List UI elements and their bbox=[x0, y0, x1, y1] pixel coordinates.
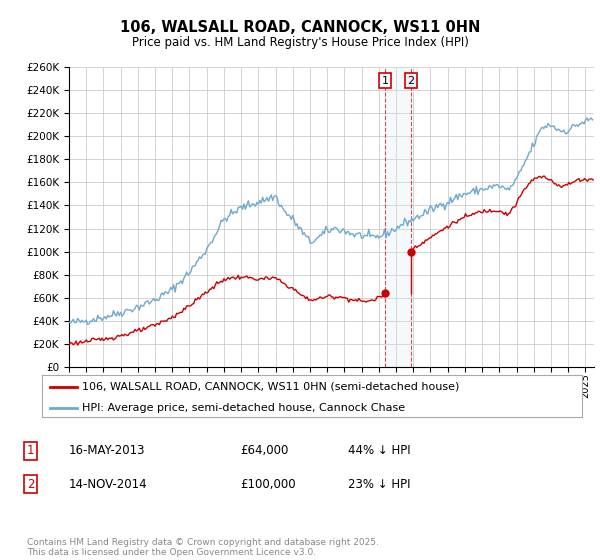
Text: 14-NOV-2014: 14-NOV-2014 bbox=[69, 478, 148, 491]
Text: 16-MAY-2013: 16-MAY-2013 bbox=[69, 444, 146, 458]
Text: 1: 1 bbox=[382, 76, 389, 86]
Text: 44% ↓ HPI: 44% ↓ HPI bbox=[348, 444, 410, 458]
Text: 106, WALSALL ROAD, CANNOCK, WS11 0HN (semi-detached house): 106, WALSALL ROAD, CANNOCK, WS11 0HN (se… bbox=[83, 382, 460, 392]
Text: £100,000: £100,000 bbox=[240, 478, 296, 491]
Text: Price paid vs. HM Land Registry's House Price Index (HPI): Price paid vs. HM Land Registry's House … bbox=[131, 36, 469, 49]
Text: 106, WALSALL ROAD, CANNOCK, WS11 0HN: 106, WALSALL ROAD, CANNOCK, WS11 0HN bbox=[120, 20, 480, 35]
Text: Contains HM Land Registry data © Crown copyright and database right 2025.
This d: Contains HM Land Registry data © Crown c… bbox=[27, 538, 379, 557]
Text: 2: 2 bbox=[407, 76, 415, 86]
Text: HPI: Average price, semi-detached house, Cannock Chase: HPI: Average price, semi-detached house,… bbox=[83, 403, 406, 413]
Bar bbox=[385, 67, 411, 367]
Text: £64,000: £64,000 bbox=[240, 444, 289, 458]
Text: 2: 2 bbox=[27, 478, 35, 491]
Text: 23% ↓ HPI: 23% ↓ HPI bbox=[348, 478, 410, 491]
Text: 1: 1 bbox=[27, 444, 35, 458]
